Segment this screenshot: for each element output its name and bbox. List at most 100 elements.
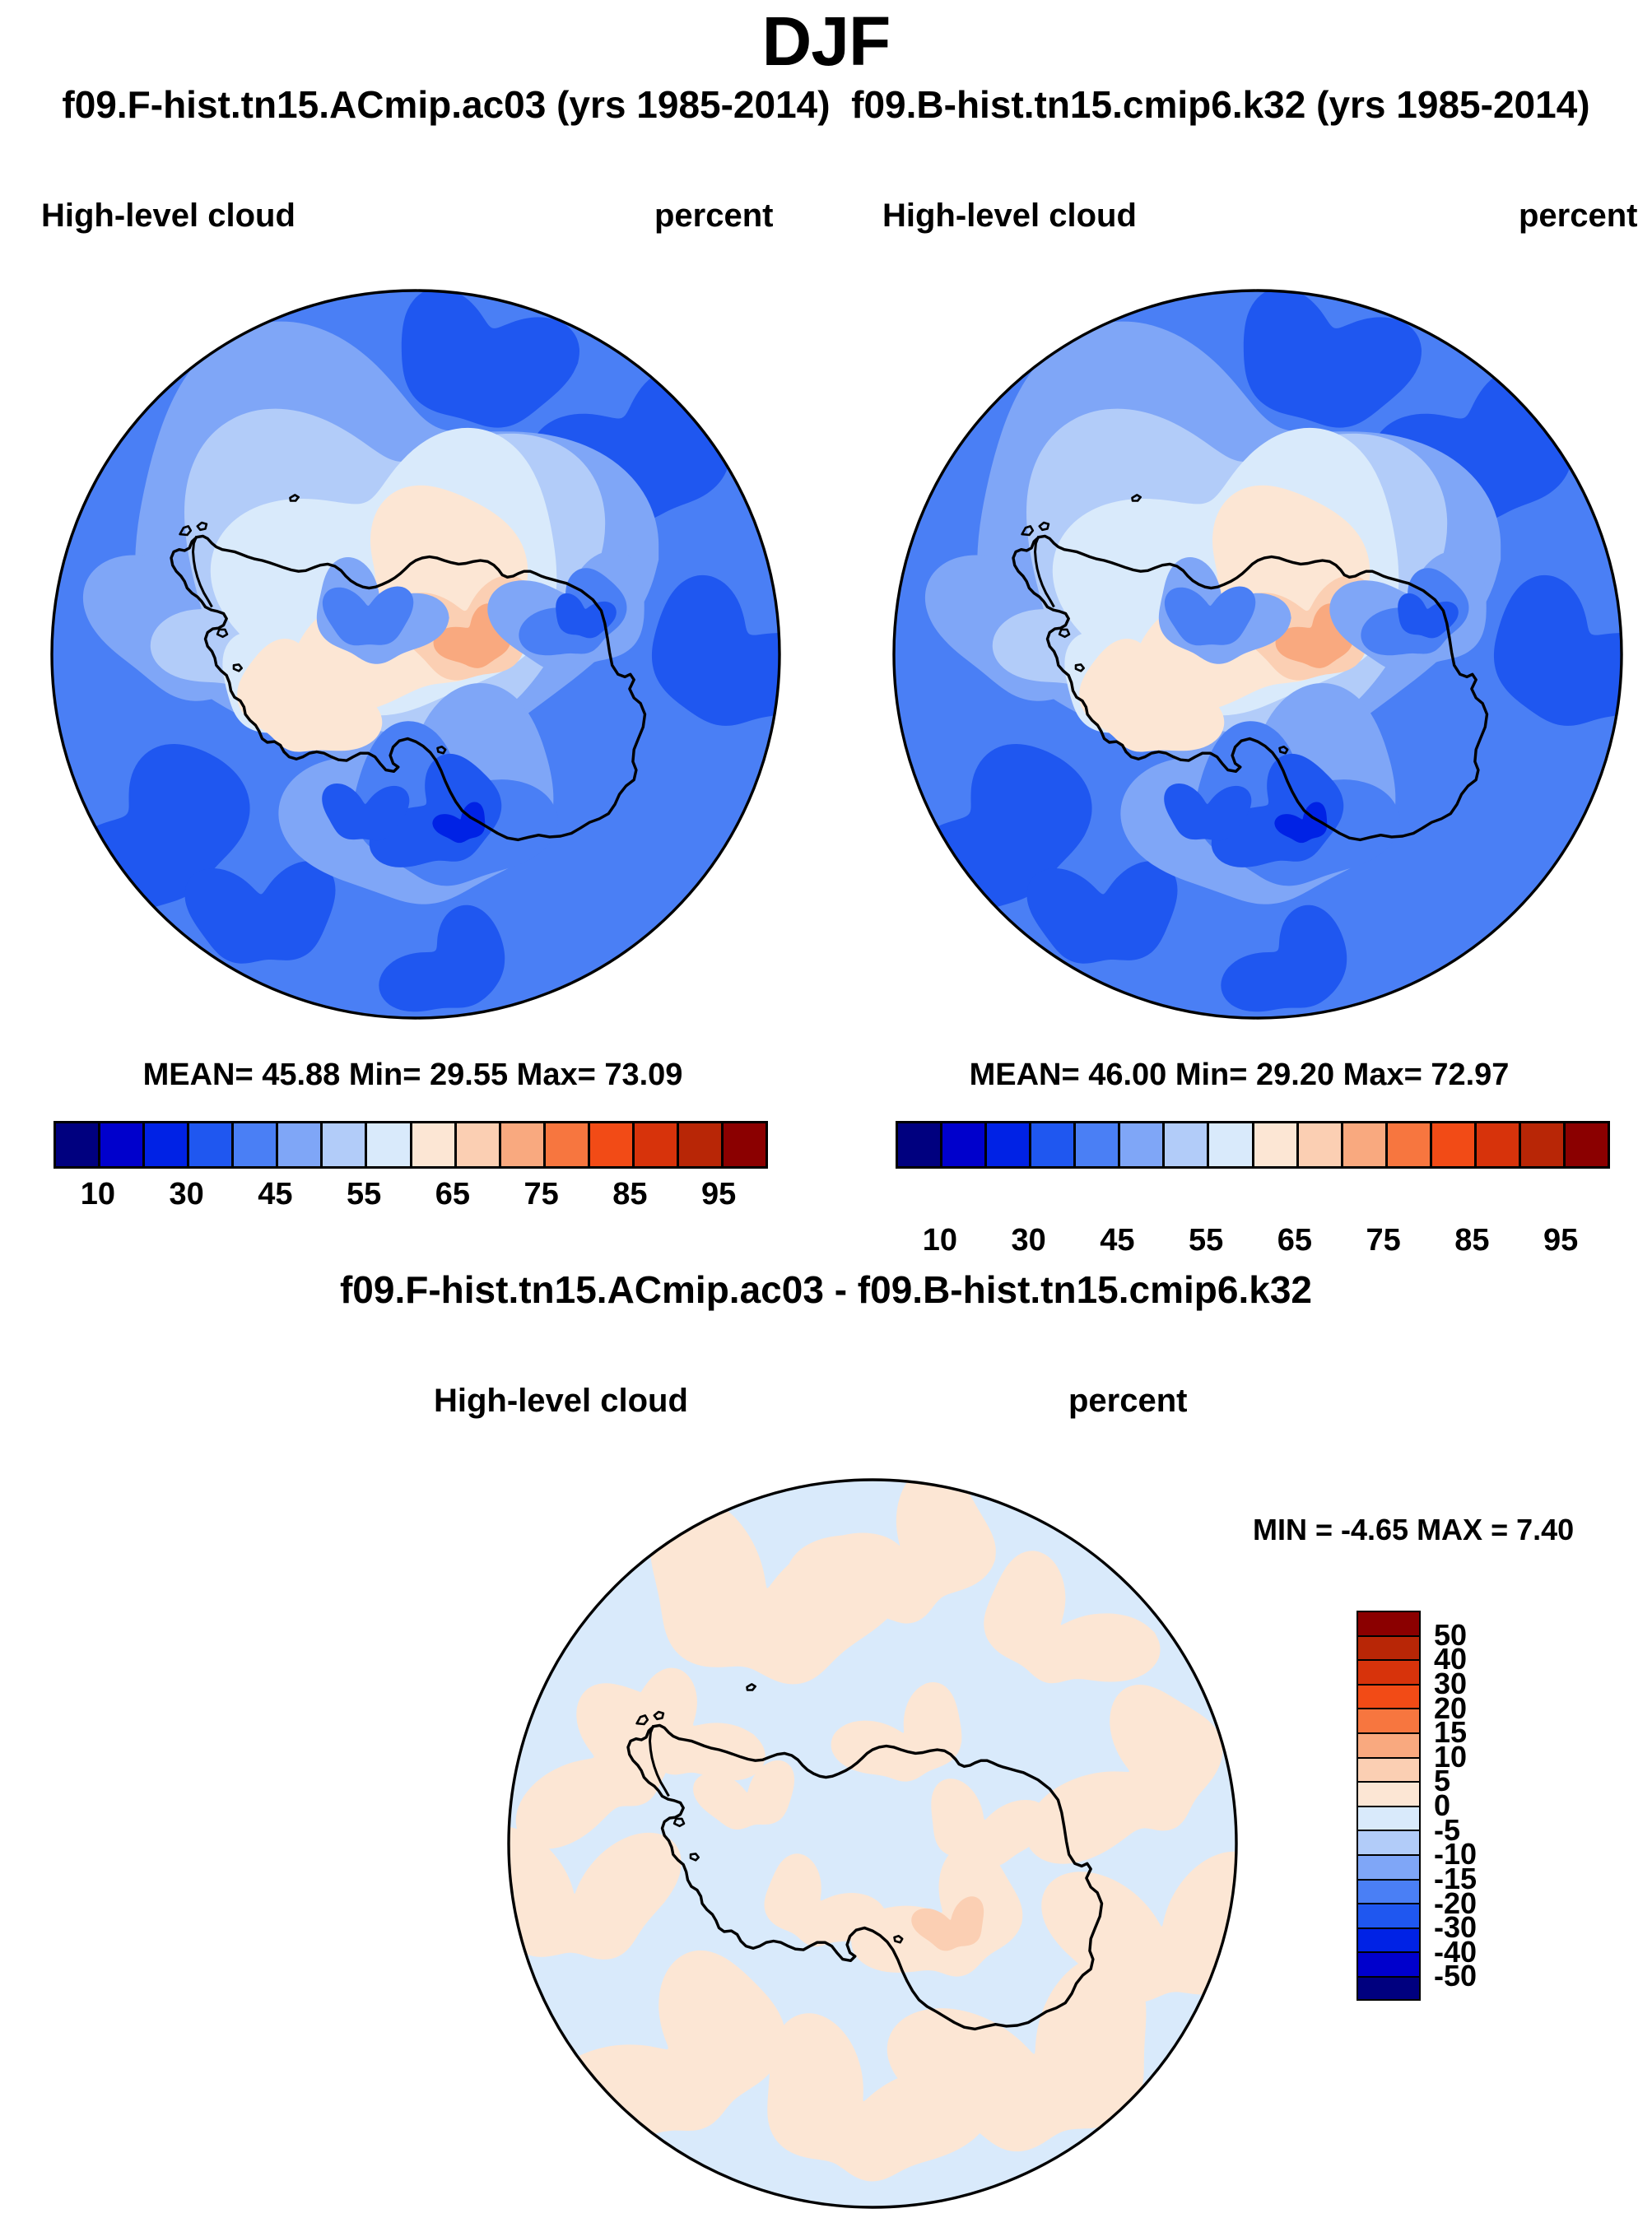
contour-band <box>984 1551 1161 1684</box>
case-header-left: f09.F-hist.tn15.ACmip.ac03 (yrs 1985-201… <box>62 83 831 126</box>
contour-band <box>322 783 410 841</box>
colorbar-tick-label: 10 <box>80 1177 116 1211</box>
contour-band <box>1398 593 1459 639</box>
coastline <box>689 1853 700 1862</box>
contour-band <box>556 593 617 639</box>
colorbar-tick-label: 40 <box>1434 1642 1468 1676</box>
contour-fill-group <box>52 291 779 1018</box>
coastline <box>436 746 447 755</box>
coastline <box>170 534 647 842</box>
coastline <box>1034 535 1055 608</box>
coastline <box>635 1714 649 1726</box>
colorbar-swatch <box>1357 1878 1421 1904</box>
diff-panel-units-label: percent <box>1068 1383 1188 1419</box>
coastline <box>672 1817 686 1828</box>
coastline <box>1038 521 1050 532</box>
coastline <box>626 1723 1104 2031</box>
colorbar-swatch <box>1520 1123 1566 1166</box>
coastline <box>1074 663 1085 672</box>
colorbar-swatch <box>1209 1123 1254 1166</box>
coastline <box>179 525 193 537</box>
diff-panel-variable-label: High-level cloud <box>434 1383 688 1419</box>
left-panel-variable-label: High-level cloud <box>41 198 295 234</box>
colorbar-swatch <box>987 1123 1032 1166</box>
coastline <box>653 1710 665 1721</box>
colorbar-swatch <box>1357 1683 1421 1709</box>
colorbar-tick-label: 30 <box>1434 1666 1468 1700</box>
contour-band <box>851 1843 1023 1977</box>
contour-fill-group <box>509 1480 1236 2207</box>
colorbar-tick-label: -10 <box>1434 1837 1477 1872</box>
colorbar-tick-label: 20 <box>1434 1690 1468 1725</box>
colorbar-swatch <box>1357 1708 1421 1732</box>
colorbar-swatch <box>100 1123 146 1166</box>
colorbar-tick-label: -15 <box>1434 1861 1477 1895</box>
colorbar-swatch <box>942 1123 988 1166</box>
colorbar-swatch <box>1031 1123 1077 1166</box>
colorbar-swatch <box>56 1123 101 1166</box>
contour-band <box>1164 783 1252 841</box>
colorbar-swatch <box>456 1123 501 1166</box>
left-colorbar <box>54 1121 768 1169</box>
colorbar-swatch <box>634 1123 679 1166</box>
contour-band <box>1079 639 1225 752</box>
contour-band <box>1243 291 1422 428</box>
colorbar-swatch <box>1357 1903 1421 1927</box>
contour-band <box>1026 1684 1223 1864</box>
coastline <box>1012 534 1489 842</box>
colorbar-tick-label: 0 <box>1434 1788 1451 1822</box>
colorbar-tick-label: 95 <box>700 1177 737 1211</box>
coastline <box>232 663 243 672</box>
colorbar-tick-label: 65 <box>1277 1223 1313 1258</box>
right-colorbar <box>896 1121 1610 1169</box>
difference-polar-map <box>502 1473 1243 2214</box>
colorbar-swatch <box>1298 1123 1343 1166</box>
colorbar-tick-label: 95 <box>1543 1223 1579 1258</box>
colorbar-swatch <box>500 1123 546 1166</box>
right-polar-map <box>887 284 1628 1025</box>
coastline <box>1021 525 1035 537</box>
colorbar-swatch <box>189 1123 235 1166</box>
colorbar-swatch <box>1357 1975 1421 2001</box>
colorbar-swatch <box>1387 1123 1432 1166</box>
left-panel-stats: MEAN= 45.88 Min= 29.55 Max= 73.09 <box>142 1058 683 1092</box>
contour-band <box>1221 904 1347 1012</box>
colorbar-swatch <box>234 1123 279 1166</box>
coastline <box>1131 494 1142 502</box>
colorbar-tick-label: -40 <box>1434 1934 1477 1969</box>
contour-band <box>401 291 580 428</box>
contour-band <box>379 904 505 1012</box>
colorbar-swatch <box>723 1123 766 1166</box>
colorbar-swatch <box>1431 1123 1477 1166</box>
coastline <box>746 1683 756 1691</box>
colorbar-swatch <box>367 1123 412 1166</box>
contour-band <box>1274 802 1328 844</box>
difference-title: f09.F-hist.tn15.ACmip.ac03 - f09.B-hist.… <box>339 1268 1313 1311</box>
colorbar-swatch <box>1357 1611 1421 1635</box>
colorbar-tick-label: 30 <box>1011 1223 1046 1258</box>
colorbar-swatch <box>1165 1123 1210 1166</box>
colorbar-tick-label: 5 <box>1434 1764 1451 1798</box>
colorbar-tick-label: -5 <box>1434 1812 1461 1847</box>
right-panel-units-label: percent <box>1519 198 1638 234</box>
map-limb <box>50 289 781 1020</box>
coastline <box>1278 746 1289 755</box>
coastline <box>196 521 208 532</box>
contour-band <box>322 586 414 646</box>
coastline <box>1058 628 1071 639</box>
contour-band <box>237 639 383 752</box>
left-colorbar-ticks: 10 30 45 55 65 75 85 95 <box>54 1172 763 1218</box>
contour-band <box>693 1760 795 1830</box>
colorbar-swatch <box>1357 1805 1421 1830</box>
contour-band <box>509 1826 682 1960</box>
contour-band <box>911 1896 984 1951</box>
contour-band <box>1493 574 1622 726</box>
colorbar-tick-label: -20 <box>1434 1886 1477 1920</box>
contour-band <box>184 861 336 964</box>
colorbar-swatch <box>678 1123 724 1166</box>
colorbar-swatch <box>1357 1830 1421 1854</box>
colorbar-tick-label: 50 <box>1434 1617 1468 1652</box>
colorbar-tick-label: 10 <box>922 1223 958 1258</box>
colorbar-tick-label: -30 <box>1434 1910 1477 1945</box>
colorbar-tick-label: 30 <box>169 1177 204 1211</box>
